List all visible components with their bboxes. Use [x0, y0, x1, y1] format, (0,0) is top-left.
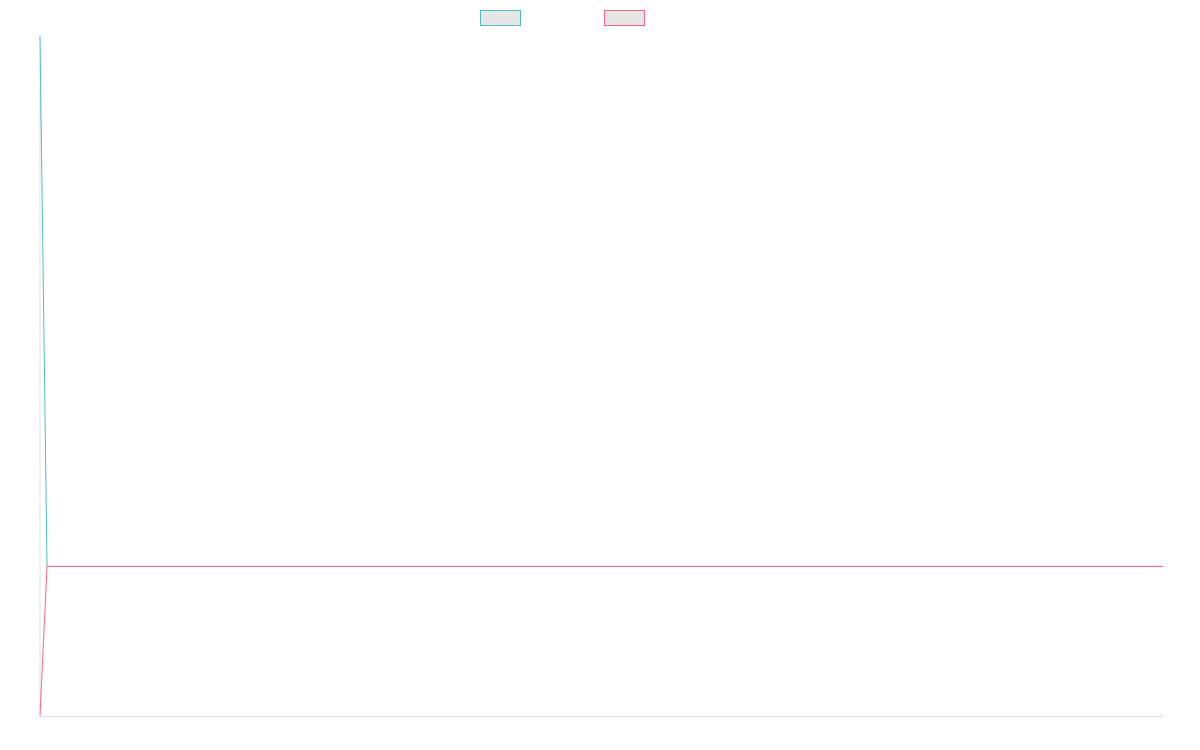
series-line-2 [39, 565, 1163, 717]
series-line-1 [39, 35, 1163, 567]
legend-swatch-1 [480, 10, 521, 26]
legend-swatch-2 [604, 10, 645, 26]
